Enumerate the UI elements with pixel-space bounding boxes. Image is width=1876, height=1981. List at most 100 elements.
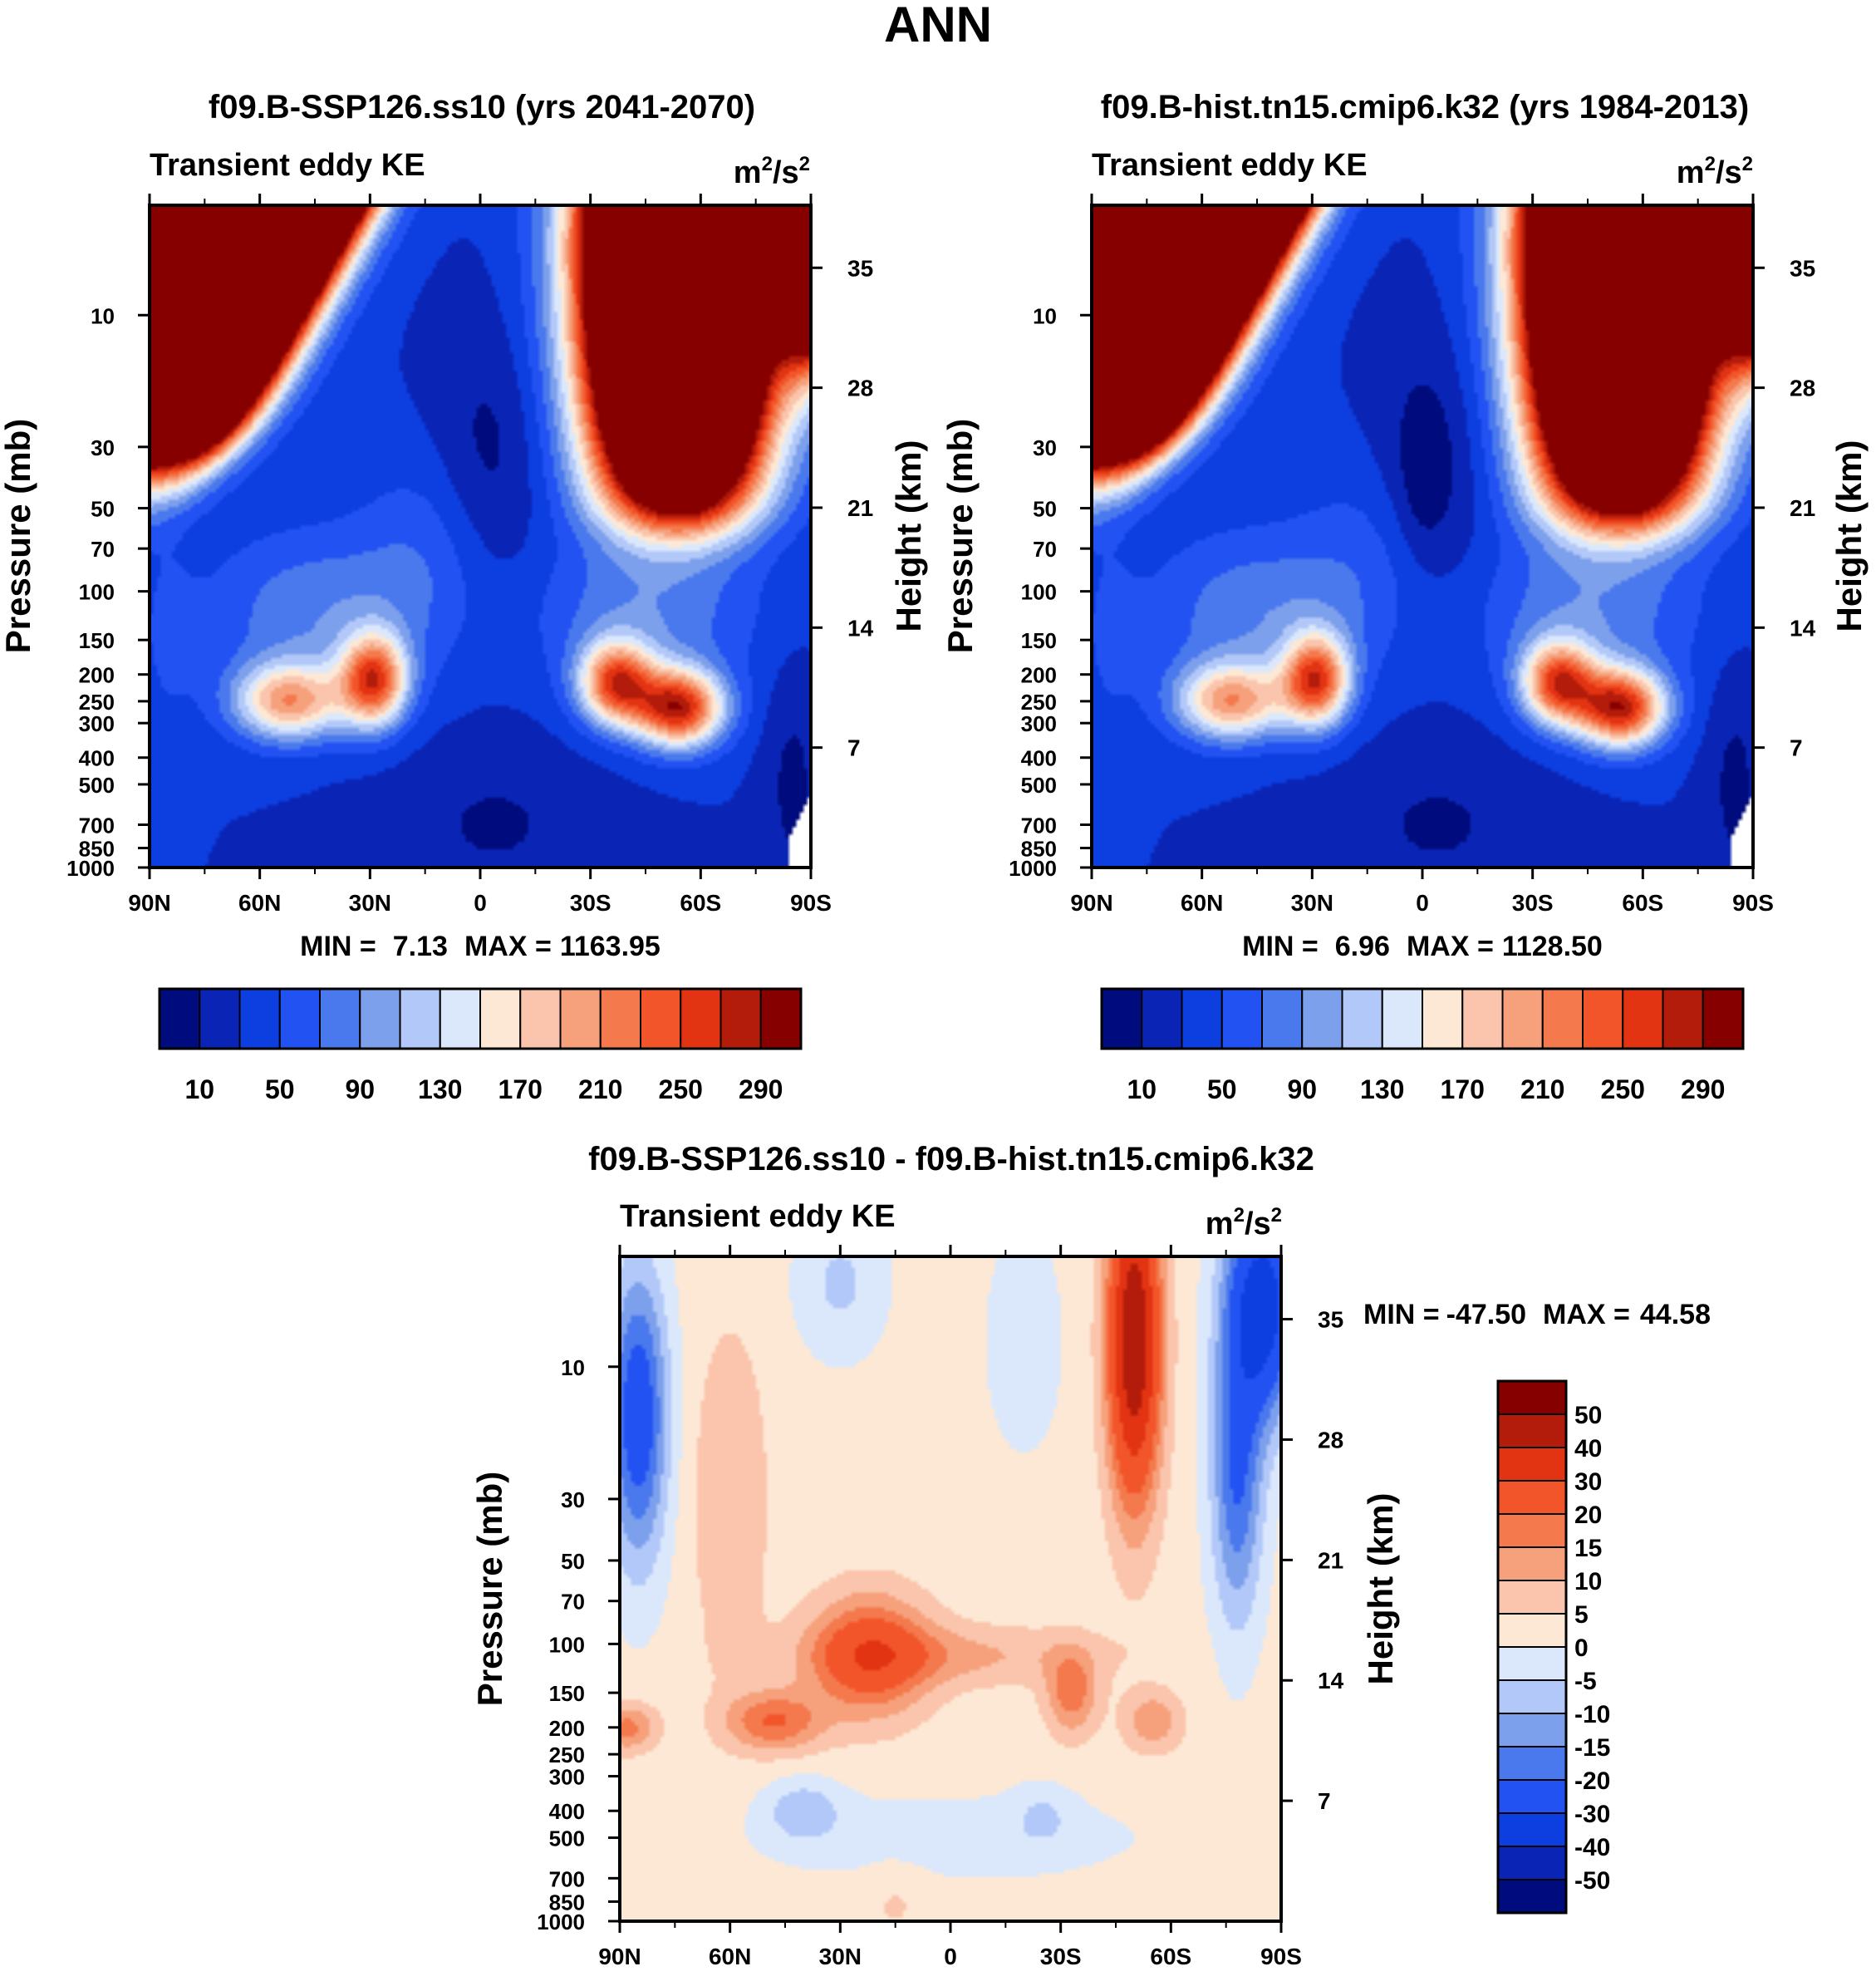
colorbar-swatch bbox=[1497, 1646, 1567, 1681]
y-tick-label: 850 bbox=[549, 1890, 585, 1915]
colorbar-label: 170 bbox=[1441, 1074, 1485, 1104]
y-tick-label: 100 bbox=[549, 1632, 585, 1657]
y2-tick-label: 28 bbox=[1318, 1427, 1343, 1453]
y2-tick-label: 7 bbox=[847, 735, 861, 761]
colorbar-swatch bbox=[1220, 988, 1263, 1049]
min-max-readout: MIN = 7.13 MAX = 1163.95 bbox=[300, 931, 661, 962]
y-tick-label: 250 bbox=[79, 690, 115, 715]
colorbar-label: 250 bbox=[659, 1074, 703, 1104]
colorbar-label: 250 bbox=[1601, 1074, 1645, 1104]
panel-historical: f09.B-hist.tn15.cmip6.k32 (yrs 1984-2013… bbox=[940, 89, 1869, 1104]
units-label: m2/s2 bbox=[1677, 153, 1753, 190]
x-tick-label: 60N bbox=[1181, 890, 1223, 916]
colorbar-frame bbox=[1100, 987, 1745, 1050]
y2-tick-label: 35 bbox=[1318, 1307, 1343, 1333]
y-axis-label: Pressure (mb) bbox=[470, 1472, 509, 1706]
x-tick-label: 30S bbox=[1040, 1944, 1082, 1969]
colorbar-label: 40 bbox=[1574, 1435, 1602, 1462]
x-tick-label: 30S bbox=[1512, 890, 1554, 916]
colorbar-swatch bbox=[1497, 1413, 1567, 1448]
colorbar-swatch bbox=[1501, 988, 1544, 1049]
x-tick-label: 90N bbox=[1070, 890, 1112, 916]
colorbar-swatch bbox=[1497, 1546, 1567, 1581]
colorbar-label: 0 bbox=[1574, 1634, 1589, 1662]
colorbar-swatch bbox=[1497, 1380, 1567, 1415]
colorbar-swatch bbox=[159, 988, 201, 1049]
x-tick-label: 60N bbox=[709, 1944, 751, 1969]
y-tick-label: 70 bbox=[561, 1590, 585, 1615]
colorbar-swatch bbox=[1261, 988, 1304, 1049]
x-tick-label: 90S bbox=[790, 890, 832, 916]
y-axis-label: Pressure (mb) bbox=[0, 419, 37, 653]
colorbar-swatch bbox=[1101, 988, 1143, 1049]
x-tick-label: 30S bbox=[570, 890, 611, 916]
panel-title: f09.B-SSP126.ss10 - f09.B-hist.tn15.cmip… bbox=[588, 1141, 1314, 1177]
y-tick-label: 200 bbox=[79, 663, 115, 688]
y-tick-label: 200 bbox=[549, 1716, 585, 1741]
y-tick-label: 500 bbox=[1021, 773, 1057, 798]
colorbar-swatch bbox=[1497, 1879, 1567, 1914]
contour-field bbox=[150, 205, 811, 868]
units-label: m2/s2 bbox=[1206, 1204, 1282, 1241]
y2-tick-label: 7 bbox=[1318, 1788, 1331, 1814]
colorbar-swatch bbox=[640, 988, 682, 1049]
y2-axis-label: Height (km) bbox=[1829, 440, 1869, 632]
colorbar-label: 20 bbox=[1574, 1502, 1602, 1529]
tick-marks: 90N 60N 30N 0 30S 60S 90S103050701001502002503… bbox=[66, 194, 874, 916]
colorbar-label: 90 bbox=[345, 1074, 375, 1104]
colorbar: 10 50 90 130 170 210 250 290 bbox=[1100, 987, 1745, 1104]
colorbar-label: -40 bbox=[1574, 1834, 1610, 1861]
colorbar-label: 210 bbox=[578, 1074, 622, 1104]
colorbar-swatch bbox=[1497, 1846, 1567, 1880]
tick-marks: 90N 60N 30N 0 30S 60S 90S103050701001502002503… bbox=[537, 1245, 1344, 1969]
colorbar-label: -20 bbox=[1574, 1767, 1610, 1795]
x-tick-label: 0 bbox=[1416, 890, 1429, 916]
y2-tick-label: 7 bbox=[1790, 735, 1803, 761]
y-tick-label: 500 bbox=[549, 1826, 585, 1851]
y-tick-label: 700 bbox=[79, 814, 115, 838]
colorbar-swatch bbox=[1582, 988, 1624, 1049]
y-tick-label: 250 bbox=[1021, 690, 1057, 715]
x-tick-label: 90S bbox=[1260, 1944, 1302, 1969]
colorbar-label: 210 bbox=[1520, 1074, 1564, 1104]
colorbar-swatch bbox=[479, 988, 522, 1049]
y2-tick-label: 28 bbox=[1790, 376, 1815, 401]
colorbar-swatch bbox=[1497, 1679, 1567, 1714]
x-tick-label: 90N bbox=[128, 890, 170, 916]
colorbar-swatch bbox=[1497, 1580, 1567, 1615]
y-tick-label: 10 bbox=[91, 303, 115, 328]
colorbar-swatch bbox=[680, 988, 722, 1049]
y-tick-label: 150 bbox=[79, 628, 115, 653]
colorbar-label: 10 bbox=[184, 1074, 214, 1104]
colorbar-label: -50 bbox=[1574, 1867, 1610, 1895]
y2-tick-label: 14 bbox=[1318, 1668, 1344, 1693]
colorbar: 10 50 90 130 170 210 250 290 bbox=[158, 987, 803, 1104]
contour-image bbox=[1092, 205, 1753, 868]
colorbar-swatch bbox=[1141, 988, 1183, 1049]
y2-tick-label: 14 bbox=[847, 615, 874, 641]
tick-marks: 90N 60N 30N 0 30S 60S 90S103050701001502002503… bbox=[1009, 194, 1816, 916]
x-tick-label: 30N bbox=[1291, 890, 1333, 916]
colorbar-label: 50 bbox=[1574, 1402, 1602, 1429]
colorbar-label: 5 bbox=[1574, 1601, 1589, 1629]
y-tick-label: 500 bbox=[79, 773, 115, 798]
colorbar-swatch bbox=[1622, 988, 1664, 1049]
y2-tick-label: 28 bbox=[847, 376, 873, 401]
colorbar-swatch bbox=[1461, 988, 1504, 1049]
colorbar-swatch bbox=[759, 988, 802, 1049]
contour-image bbox=[620, 1256, 1281, 1921]
y-tick-label: 250 bbox=[549, 1743, 585, 1767]
colorbar-swatch bbox=[1301, 988, 1343, 1049]
field-label: Transient eddy KE bbox=[150, 148, 425, 183]
colorbar-swatch bbox=[238, 988, 281, 1049]
colorbar-swatch bbox=[1497, 1713, 1567, 1748]
min-max-readout: MIN = -47.50 MAX = 44.58 bbox=[1363, 1299, 1711, 1330]
x-tick-label: 60S bbox=[680, 890, 721, 916]
colorbar-swatch bbox=[1541, 988, 1584, 1049]
colorbar-swatch bbox=[1181, 988, 1223, 1049]
x-tick-label: 0 bbox=[944, 1944, 957, 1969]
colorbar-swatch bbox=[1341, 988, 1383, 1049]
colorbar-swatch bbox=[719, 988, 762, 1049]
colorbar-swatch bbox=[1662, 988, 1704, 1049]
